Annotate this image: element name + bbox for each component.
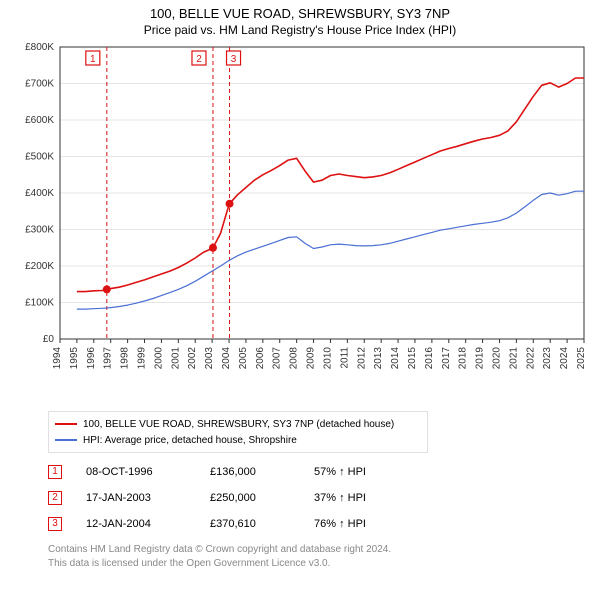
svg-text:2023: 2023 <box>542 347 553 370</box>
svg-text:2: 2 <box>196 54 202 65</box>
legend-item: 100, BELLE VUE ROAD, SHREWSBURY, SY3 7NP… <box>55 416 421 432</box>
legend-item: HPI: Average price, detached house, Shro… <box>55 432 421 448</box>
legend-label: HPI: Average price, detached house, Shro… <box>83 435 297 446</box>
svg-text:1997: 1997 <box>103 347 114 370</box>
svg-text:1999: 1999 <box>137 347 148 370</box>
svg-text:£400K: £400K <box>25 188 54 199</box>
event-delta: 57% ↑ HPI <box>314 466 404 478</box>
event-row: 2 17-JAN-2003 £250,000 37% ↑ HPI <box>48 485 592 511</box>
svg-text:2012: 2012 <box>356 347 367 370</box>
event-price: £250,000 <box>210 492 290 504</box>
svg-text:£300K: £300K <box>25 225 54 236</box>
svg-text:2016: 2016 <box>424 347 435 370</box>
chart-title: 100, BELLE VUE ROAD, SHREWSBURY, SY3 7NP <box>8 6 592 21</box>
event-row: 1 08-OCT-1996 £136,000 57% ↑ HPI <box>48 459 592 485</box>
svg-text:2004: 2004 <box>221 347 232 370</box>
svg-text:2013: 2013 <box>373 347 384 370</box>
chart-container: 100, BELLE VUE ROAD, SHREWSBURY, SY3 7NP… <box>0 0 600 578</box>
svg-text:£100K: £100K <box>25 298 54 309</box>
svg-text:2010: 2010 <box>322 347 333 370</box>
event-delta: 76% ↑ HPI <box>314 518 404 530</box>
event-date: 12-JAN-2004 <box>86 518 186 530</box>
svg-text:2009: 2009 <box>306 347 317 370</box>
svg-text:£0: £0 <box>43 334 55 345</box>
svg-text:2024: 2024 <box>559 347 570 370</box>
event-delta: 37% ↑ HPI <box>314 492 404 504</box>
svg-text:2001: 2001 <box>170 347 181 370</box>
event-price: £370,610 <box>210 518 290 530</box>
legend: 100, BELLE VUE ROAD, SHREWSBURY, SY3 7NP… <box>48 411 428 453</box>
svg-text:2014: 2014 <box>390 347 401 370</box>
svg-text:2018: 2018 <box>458 347 469 370</box>
attribution-line: This data is licensed under the Open Gov… <box>48 557 528 571</box>
event-marker: 3 <box>48 517 62 531</box>
svg-text:2025: 2025 <box>576 347 587 370</box>
attribution: Contains HM Land Registry data © Crown c… <box>48 543 528 570</box>
svg-text:1994: 1994 <box>52 347 63 370</box>
svg-text:£800K: £800K <box>25 43 54 53</box>
svg-text:2011: 2011 <box>339 347 350 369</box>
svg-text:£700K: £700K <box>25 79 54 90</box>
event-date: 17-JAN-2003 <box>86 492 186 504</box>
svg-text:2007: 2007 <box>272 347 283 370</box>
svg-text:2021: 2021 <box>508 347 519 370</box>
svg-text:1: 1 <box>90 54 96 65</box>
svg-text:2017: 2017 <box>441 347 452 370</box>
event-marker: 2 <box>48 491 62 505</box>
svg-text:3: 3 <box>231 54 237 65</box>
svg-text:£600K: £600K <box>25 115 54 126</box>
svg-text:2022: 2022 <box>525 347 536 370</box>
svg-text:£200K: £200K <box>25 261 54 272</box>
svg-text:2020: 2020 <box>491 347 502 370</box>
event-date: 08-OCT-1996 <box>86 466 186 478</box>
event-marker: 1 <box>48 465 62 479</box>
svg-text:2000: 2000 <box>153 347 164 370</box>
svg-text:2005: 2005 <box>238 347 249 370</box>
chart-plot-area: £0 £100K £200K £300K £400K £500K £600K £700K £80… <box>8 43 592 403</box>
event-price: £136,000 <box>210 466 290 478</box>
chart-subtitle: Price paid vs. HM Land Registry's House … <box>8 23 592 37</box>
event-row: 3 12-JAN-2004 £370,610 76% ↑ HPI <box>48 511 592 537</box>
attribution-line: Contains HM Land Registry data © Crown c… <box>48 543 528 557</box>
svg-text:1998: 1998 <box>120 347 131 370</box>
line-chart-svg: £0 £100K £200K £300K £400K £500K £600K £700K £80… <box>8 43 592 403</box>
svg-text:2015: 2015 <box>407 347 418 370</box>
svg-text:1995: 1995 <box>69 347 80 370</box>
svg-text:2006: 2006 <box>255 347 266 370</box>
event-list: 1 08-OCT-1996 £136,000 57% ↑ HPI 2 17-JAN-200… <box>48 459 592 537</box>
svg-text:1996: 1996 <box>86 347 97 370</box>
svg-text:2002: 2002 <box>187 347 198 370</box>
svg-text:2003: 2003 <box>204 347 215 370</box>
legend-swatch <box>55 439 77 441</box>
svg-text:£500K: £500K <box>25 152 54 163</box>
svg-text:2008: 2008 <box>289 347 300 370</box>
legend-swatch <box>55 423 77 425</box>
svg-text:2019: 2019 <box>475 347 486 370</box>
legend-label: 100, BELLE VUE ROAD, SHREWSBURY, SY3 7NP… <box>83 419 394 430</box>
